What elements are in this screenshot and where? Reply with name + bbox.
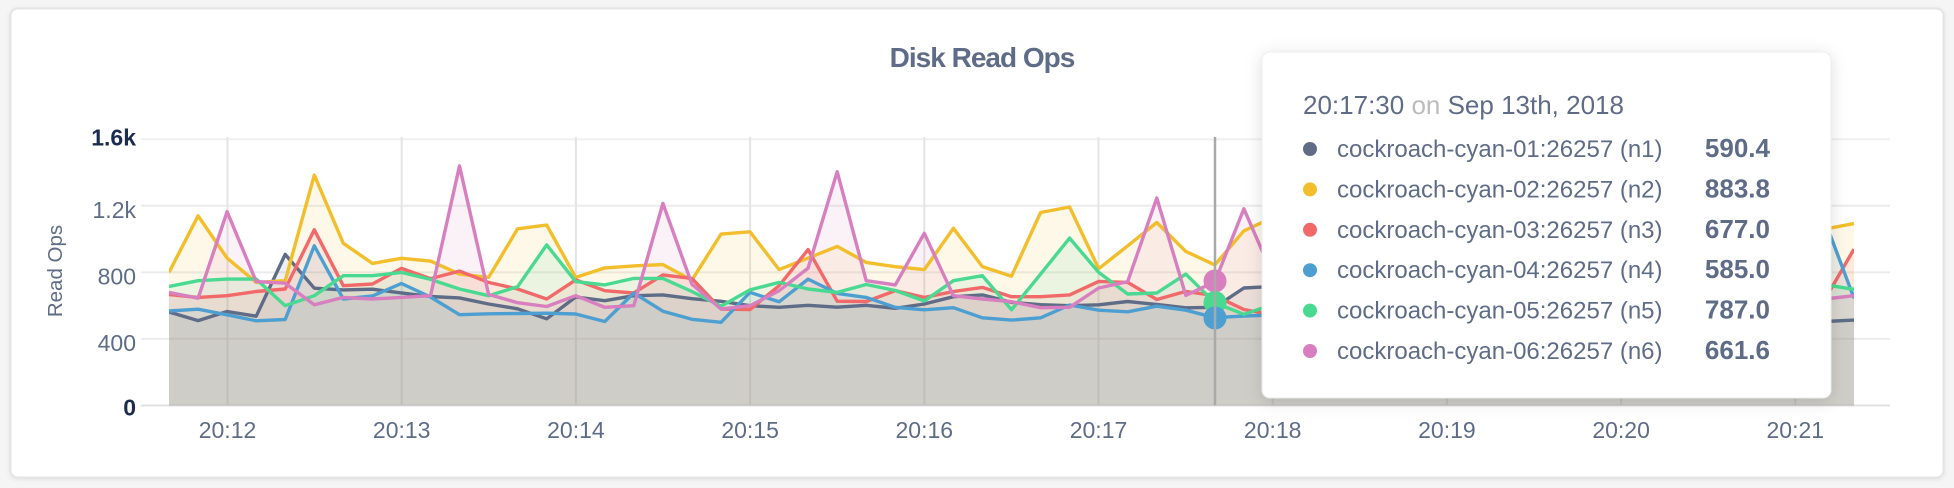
svg-text:883.8: 883.8 <box>1705 173 1770 203</box>
svg-text:Read Ops: Read Ops <box>44 225 67 317</box>
svg-text:20:18: 20:18 <box>1244 417 1302 443</box>
svg-text:787.0: 787.0 <box>1705 295 1770 325</box>
svg-text:cockroach-cyan-06:26257 (n6): cockroach-cyan-06:26257 (n6) <box>1337 338 1663 365</box>
svg-text:cockroach-cyan-04:26257 (n4): cockroach-cyan-04:26257 (n4) <box>1337 257 1663 284</box>
svg-text:20:12: 20:12 <box>199 417 257 443</box>
svg-text:cockroach-cyan-01:26257 (n1): cockroach-cyan-01:26257 (n1) <box>1337 136 1663 163</box>
svg-text:20:13: 20:13 <box>373 417 431 443</box>
svg-text:585.0: 585.0 <box>1705 254 1770 284</box>
svg-text:1.6k: 1.6k <box>91 125 136 151</box>
svg-text:400: 400 <box>98 330 136 356</box>
svg-text:20:14: 20:14 <box>547 417 605 443</box>
svg-text:20:21: 20:21 <box>1767 417 1825 443</box>
svg-text:800: 800 <box>98 263 136 289</box>
svg-text:cockroach-cyan-03:26257 (n3): cockroach-cyan-03:26257 (n3) <box>1337 217 1663 244</box>
svg-text:20:16: 20:16 <box>896 417 954 443</box>
svg-text:661.6: 661.6 <box>1705 335 1770 365</box>
svg-text:20:19: 20:19 <box>1418 417 1476 443</box>
svg-text:20:20: 20:20 <box>1592 417 1650 443</box>
svg-text:20:17:30 on Sep 13th, 2018: 20:17:30 on Sep 13th, 2018 <box>1303 90 1624 120</box>
svg-text:1.2k: 1.2k <box>93 197 137 223</box>
svg-text:590.4: 590.4 <box>1705 133 1771 163</box>
svg-text:Disk Read Ops: Disk Read Ops <box>890 42 1075 73</box>
svg-text:677.0: 677.0 <box>1705 214 1770 244</box>
svg-text:cockroach-cyan-02:26257 (n2): cockroach-cyan-02:26257 (n2) <box>1337 176 1663 203</box>
svg-text:0: 0 <box>123 395 136 421</box>
svg-text:20:17: 20:17 <box>1070 417 1128 443</box>
svg-text:20:15: 20:15 <box>721 417 779 443</box>
svg-text:cockroach-cyan-05:26257 (n5): cockroach-cyan-05:26257 (n5) <box>1337 298 1663 325</box>
